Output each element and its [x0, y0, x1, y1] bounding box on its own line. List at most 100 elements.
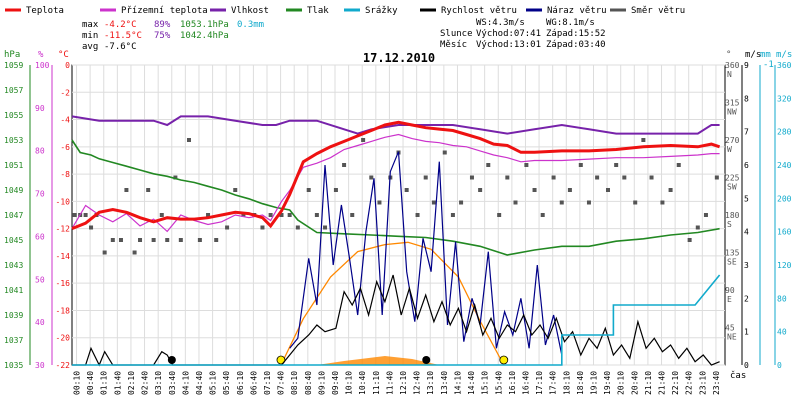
wind-direction-point [567, 188, 572, 192]
wind-direction-point [361, 138, 366, 142]
speed-tick-label: 0 [744, 361, 749, 370]
temp-axis-header: °C [58, 50, 69, 60]
legend-label: Vlhkost [231, 6, 269, 16]
humidity-tick-label: 50 [35, 275, 45, 284]
direction-tick-label: 135 [725, 249, 740, 258]
legend-label: Tlak [307, 6, 329, 16]
pressure-tick-label: 1039 [4, 311, 23, 320]
wind-speed-info: WS:4.3m/s [476, 18, 525, 28]
right-axes: 360N315NW270W225SW180S135SE90E45NE987654… [725, 61, 792, 370]
wind-direction-point [369, 175, 374, 180]
wind-direction-point [260, 225, 265, 230]
direction-tick-compass: NE [727, 333, 737, 342]
wind-gust-info: WG:8.1m/s [546, 18, 595, 28]
x-tick-label: 01:10 [100, 371, 109, 395]
sun-set: Západ:15:52 [546, 29, 606, 39]
sun-label: Slunce [440, 29, 473, 39]
direction-tick-compass: E [727, 295, 732, 304]
x-tick-label: 23:40 [712, 371, 721, 395]
direction-tick-label: 225 [725, 174, 740, 183]
x-tick-label: 17:10 [535, 371, 544, 395]
wind-direction-point [442, 150, 447, 155]
x-tick-label: 18:40 [576, 371, 585, 395]
x-tick-label: 19:10 [589, 371, 598, 395]
x-tick-label: 18:10 [562, 371, 571, 395]
wind-direction-point [124, 188, 129, 192]
wind-direction-point [83, 213, 88, 217]
wind-direction-point [404, 188, 409, 192]
wind-direction-point [486, 163, 491, 167]
stats-avg-label: avg [82, 42, 98, 52]
rate-tick-label: 40 [777, 328, 787, 337]
x-tick-label: 13:10 [426, 371, 435, 395]
stats-min-temp: -11.5°C [104, 31, 142, 41]
wind-direction-point [622, 175, 627, 180]
x-tick-label: 21:10 [644, 371, 653, 395]
x-tick-label: 16:10 [508, 371, 517, 395]
x-tick-label: 21:40 [658, 371, 667, 395]
temp-tick-label: 0 [65, 61, 70, 70]
wind-direction-point [279, 213, 284, 217]
sunshine-radiation-area [316, 356, 440, 365]
pressure-tick-label: 1053 [4, 136, 23, 145]
sunset-marker [499, 355, 509, 365]
wind-direction-point [118, 238, 123, 242]
rate-tick-label: 0 [777, 361, 782, 370]
pressure-tick-label: 1055 [4, 111, 23, 120]
wind-direction-point [214, 238, 219, 242]
x-tick-label: 20:10 [617, 371, 626, 395]
stats-min-hum: 75% [154, 31, 171, 41]
wind-direction-point [314, 213, 319, 217]
chart-title: 17.12.2010 [363, 51, 435, 65]
wind-direction-point [714, 175, 719, 180]
x-tick-label: 15:10 [481, 371, 490, 395]
x-tick-label: 23:10 [698, 371, 707, 395]
wind-direction-point [138, 238, 143, 242]
pressure-tick-label: 1057 [4, 86, 23, 95]
x-tick-label: 13:40 [440, 371, 449, 395]
direction-tick-label: 45 [725, 324, 735, 333]
x-tick-label: 12:40 [413, 371, 422, 395]
moonset-marker [167, 356, 176, 364]
legend: Teplota Přízemní teplota Vlhkost Tlak Srážky… [5, 6, 685, 16]
x-tick-label: 04:40 [195, 371, 204, 395]
wind-direction-point [159, 213, 164, 217]
wind-direction-point [606, 188, 611, 192]
x-tick-label: 09:40 [331, 371, 340, 395]
axis-headers: hPa % °C ° m/s mm m/s -1 [4, 50, 792, 70]
temp-tick-label: -12 [56, 225, 71, 234]
wind-direction-point [540, 213, 545, 217]
pressure-tick-label: 1059 [4, 61, 23, 70]
temp-tick-label: -16 [56, 279, 71, 288]
x-tick-label: 03:40 [168, 371, 177, 395]
direction-tick-compass: SE [727, 258, 737, 267]
direction-tick-compass: NW [727, 108, 737, 117]
speed-tick-label: 8 [744, 94, 749, 103]
wind-direction-point [459, 200, 464, 205]
x-tick-label: 06:10 [236, 371, 245, 395]
legend-label: Srážky [365, 6, 398, 16]
wind-direction-point [306, 188, 311, 192]
x-tick-label: 14:10 [453, 371, 462, 395]
x-tick-label: 11:40 [385, 371, 394, 395]
stats-min-press: 1042.4hPa [180, 31, 229, 41]
x-tick-label: 09:10 [317, 371, 326, 395]
pressure-tick-label: 1043 [4, 261, 23, 270]
wind-direction-point [695, 225, 700, 230]
moon-rise: Východ:13:01 [476, 40, 541, 50]
wind-direction-point [268, 213, 273, 217]
wind-direction-point [703, 213, 708, 217]
wind-direction-point [660, 200, 665, 205]
x-tick-label: 02:10 [127, 371, 136, 395]
wind-direction-point [151, 238, 156, 242]
wind-direction-point [186, 138, 191, 142]
wind-direction-point [132, 250, 137, 255]
legend-label: Teplota [26, 6, 64, 16]
moon-set: Západ:03:40 [546, 40, 606, 50]
legend-label: Náraz větru [547, 6, 607, 16]
wind-direction-point [469, 175, 474, 180]
stats-max-press: 1053.1hPa [180, 20, 229, 30]
speed-tick-label: 9 [744, 61, 749, 70]
direction-tick-label: 90 [725, 286, 735, 295]
